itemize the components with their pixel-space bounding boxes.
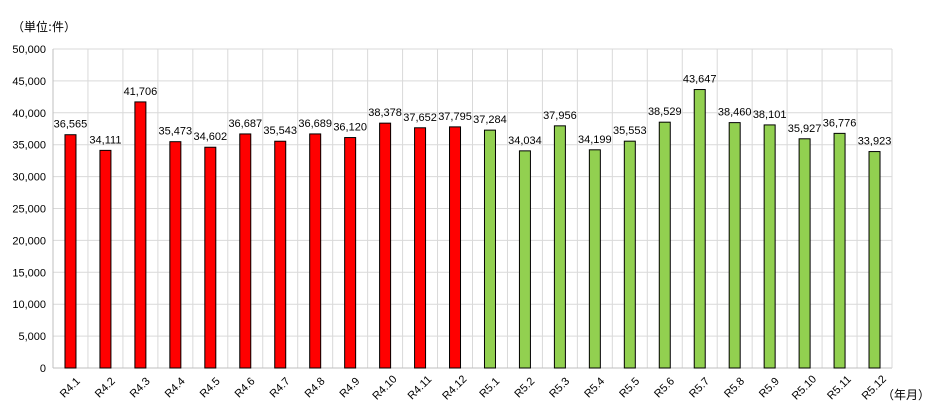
y-tick-label: 5,000 (18, 331, 46, 343)
y-tick-label: 30,000 (12, 172, 46, 184)
data-label: 37,652 (403, 112, 437, 124)
x-tick-label: R5.5 (617, 375, 642, 400)
bar-R5.3 (553, 125, 566, 369)
data-label: 35,553 (613, 125, 647, 137)
x-tick-label: R4.11 (406, 374, 435, 403)
y-tick-label: 45,000 (12, 76, 46, 88)
y-tick-label: 40,000 (12, 108, 46, 120)
data-label: 37,284 (473, 114, 507, 126)
bar-R4.10 (379, 122, 392, 369)
x-tick-label: R5.7 (687, 375, 712, 400)
x-tick-label: R5.8 (722, 375, 747, 400)
x-tick-label: R5.1 (477, 375, 502, 400)
bar-R5.6 (658, 121, 671, 369)
data-label: 36,689 (298, 118, 332, 130)
data-label: 38,101 (753, 109, 787, 121)
x-tick-label: R4.10 (370, 373, 399, 402)
bar-R4.11 (414, 127, 427, 369)
bar-R4.4 (169, 141, 182, 369)
bar-R4.1 (64, 134, 77, 369)
x-tick-label: R4.1 (58, 375, 83, 400)
data-label: 34,111 (89, 134, 121, 146)
x-axis-unit-label: （年月） (882, 388, 931, 402)
x-tick-label: R4.3 (128, 375, 153, 400)
bar-R4.3 (134, 101, 147, 369)
bar-R5.1 (483, 129, 496, 369)
x-tick-label: R5.10 (790, 373, 819, 402)
data-label: 34,034 (508, 135, 542, 147)
bar-R4.12 (449, 126, 462, 369)
data-label: 36,565 (54, 119, 88, 131)
y-tick-label: 0 (40, 363, 46, 375)
bar-R4.8 (309, 133, 322, 369)
bar-R5.11 (833, 132, 846, 369)
data-label: 38,378 (368, 107, 402, 119)
bar-R4.6 (239, 133, 252, 369)
x-tick-label: R5.9 (757, 375, 782, 400)
data-label: 36,776 (823, 117, 857, 129)
data-label: 41,706 (124, 86, 158, 98)
x-tick-label: R4.8 (303, 375, 328, 400)
bar-R5.5 (623, 140, 636, 369)
bar-R5.2 (518, 150, 531, 369)
data-label: 36,687 (228, 118, 262, 130)
x-tick-label: R5.2 (512, 375, 537, 400)
bar-R5.7 (693, 89, 706, 369)
data-label: 38,460 (718, 107, 752, 119)
data-label: 34,602 (193, 131, 227, 143)
x-tick-label: R4.7 (268, 375, 293, 400)
bar-R5.4 (588, 149, 601, 369)
x-tick-label: R4.9 (338, 375, 363, 400)
bar-R5.12 (868, 151, 881, 369)
data-label: 35,543 (263, 125, 297, 137)
bar-R4.2 (99, 149, 112, 369)
y-axis-unit-label: （単位:件） (12, 20, 77, 34)
x-tick-label: R4.5 (198, 375, 223, 400)
bar-R4.9 (344, 137, 357, 369)
data-label: 37,795 (438, 111, 472, 123)
x-tick-label: R4.4 (163, 375, 188, 400)
y-tick-label: 15,000 (12, 267, 46, 279)
x-tick-label: R5.4 (582, 375, 607, 400)
x-tick-label: R5.11 (825, 374, 854, 403)
data-label: 35,927 (788, 123, 822, 135)
x-tick-label: R4.6 (233, 375, 258, 400)
y-tick-label: 10,000 (12, 299, 46, 311)
data-label: 37,956 (543, 110, 577, 122)
data-label: 38,529 (648, 106, 682, 118)
x-tick-label: R5.6 (652, 375, 677, 400)
bar-R5.10 (798, 138, 811, 369)
data-label: 36,120 (333, 122, 367, 134)
bar-R5.8 (728, 122, 741, 369)
x-tick-label: R5.3 (547, 375, 572, 400)
data-label: 34,199 (578, 134, 612, 146)
y-tick-label: 25,000 (12, 204, 46, 216)
x-tick-label: R4.2 (93, 375, 118, 400)
data-label: 43,647 (683, 74, 717, 86)
y-tick-label: 20,000 (12, 235, 46, 247)
y-tick-label: 35,000 (12, 140, 46, 152)
y-tick-label: 50,000 (12, 44, 46, 56)
data-label: 35,473 (159, 126, 193, 138)
x-tick-label: R4.12 (440, 373, 469, 402)
bar-R5.9 (763, 124, 776, 369)
data-label: 33,923 (858, 136, 892, 148)
bar-R4.7 (274, 140, 287, 369)
bar-R4.5 (204, 146, 217, 369)
